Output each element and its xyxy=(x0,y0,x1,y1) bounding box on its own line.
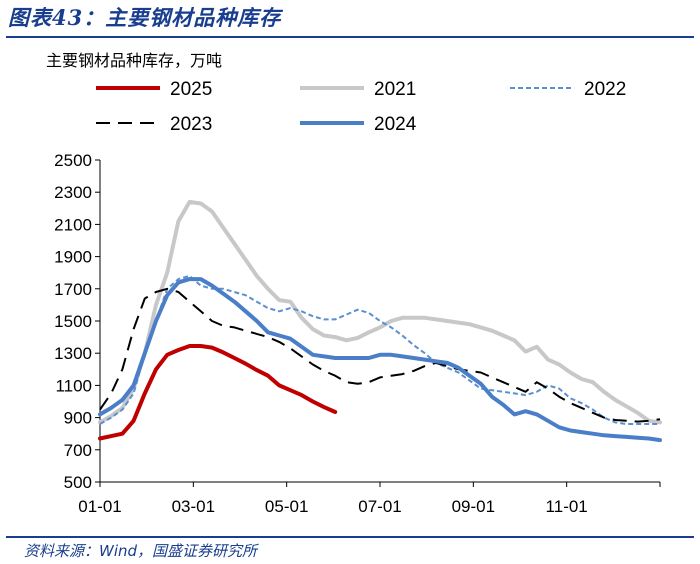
legend-label-2025: 2025 xyxy=(170,79,212,100)
y-tick-label: 1700 xyxy=(54,280,92,299)
series-line-2024 xyxy=(98,277,662,443)
series-line-2025 xyxy=(98,344,338,441)
y-tick-label: 1500 xyxy=(54,312,92,331)
x-tick-label: 11-01 xyxy=(546,497,588,516)
x-tick-label: 07-01 xyxy=(358,497,401,516)
y-axis-label: 主要钢材品种库存，万吨 xyxy=(46,52,222,70)
series-group xyxy=(98,199,662,443)
y-tick-label: 2300 xyxy=(54,183,92,202)
x-tick-label: 01-01 xyxy=(78,497,121,516)
series-line-2021 xyxy=(98,199,662,425)
y-tick-label: 500 xyxy=(64,473,92,492)
y-tick-label: 2500 xyxy=(54,151,92,170)
x-tick-label: 05-01 xyxy=(265,497,308,516)
y-tick-label: 1300 xyxy=(54,344,92,363)
x-tick-label: 03-01 xyxy=(172,497,215,516)
legend-label-2021: 2021 xyxy=(374,79,416,100)
title-rule xyxy=(6,36,694,38)
axes: 500 700 900 1100 1300 1500 1700 1900 2100 2300 250… xyxy=(54,151,661,516)
source-rule xyxy=(6,536,694,538)
legend-label-2024: 2024 xyxy=(374,114,417,135)
series-line-2023 xyxy=(99,287,661,423)
y-tick-label: 2100 xyxy=(54,215,92,234)
legend-label-2023: 2023 xyxy=(170,114,212,135)
y-tick-label: 1900 xyxy=(54,248,92,267)
figure-title: 图表43：主要钢材品种库存 xyxy=(8,5,282,30)
y-tick-label: 1100 xyxy=(55,376,92,395)
y-tick-label: 900 xyxy=(64,409,92,428)
legend-label-2022: 2022 xyxy=(584,79,626,100)
source-note: 资料来源：Wind，国盛证券研究所 xyxy=(24,542,258,560)
x-tick-label: 09-01 xyxy=(452,497,495,516)
y-tick-label: 700 xyxy=(64,441,92,460)
legend: 2025 2021 2022 2023 2024 xyxy=(96,79,626,135)
